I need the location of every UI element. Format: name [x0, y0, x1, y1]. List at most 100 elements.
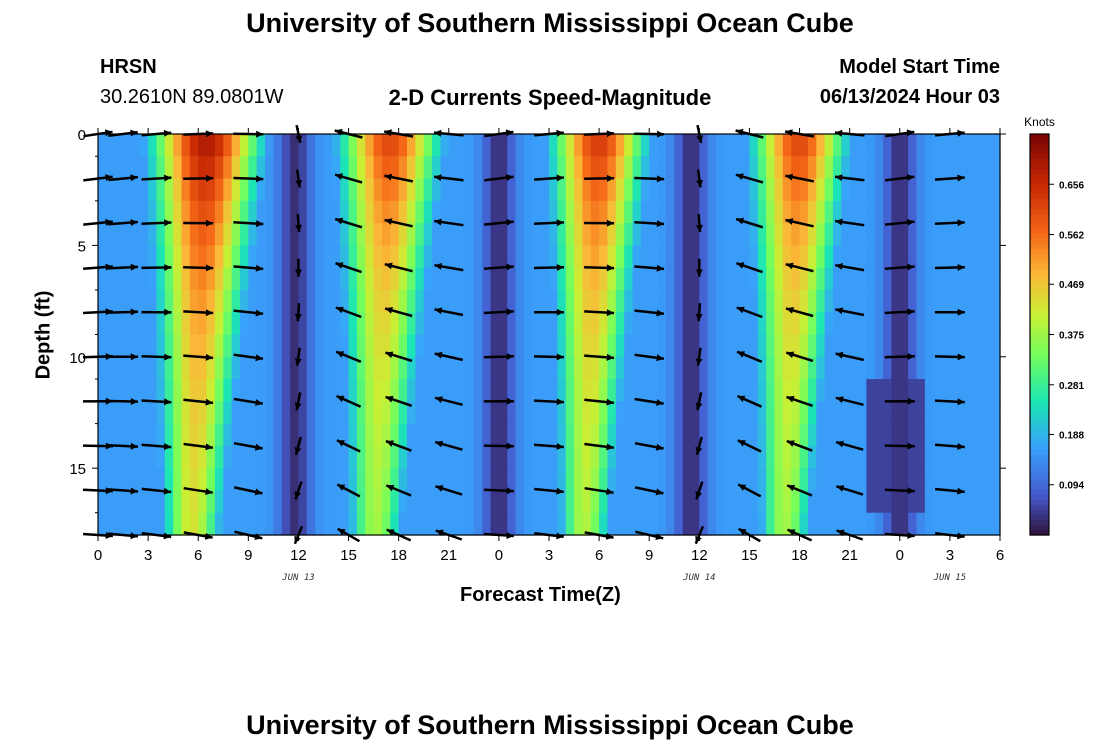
heatmap-cell	[465, 178, 475, 202]
heatmap-cell	[858, 156, 867, 180]
heatmap-cell	[323, 245, 333, 269]
heatmap-cell	[198, 312, 208, 336]
heatmap-cell	[883, 334, 893, 358]
heatmap-cell	[874, 267, 884, 291]
heatmap-cell	[114, 289, 124, 313]
heatmap-cell	[381, 134, 391, 157]
heatmap-cell	[791, 490, 801, 514]
heatmap-cell	[482, 356, 492, 380]
vector-head	[957, 398, 965, 406]
heatmap-cell	[774, 200, 784, 224]
colorbar-segment	[1030, 164, 1049, 170]
heatmap-cell	[983, 445, 993, 469]
heatmap-cell	[465, 356, 475, 380]
heatmap-cell	[958, 334, 968, 358]
heatmap-cell	[306, 245, 316, 269]
heatmap-cell	[791, 134, 801, 157]
colorbar-segment	[1030, 254, 1049, 260]
heatmap-cell	[490, 156, 500, 180]
heatmap-cell	[716, 289, 725, 313]
heatmap-cell	[148, 423, 158, 447]
heatmap-cell	[699, 178, 709, 202]
heatmap-cell	[507, 356, 517, 380]
colorbar-segment	[1030, 344, 1049, 351]
heatmap-cell	[866, 423, 876, 447]
heatmap-cell	[507, 245, 517, 269]
heatmap-cell	[231, 512, 241, 536]
heatmap-cell	[741, 178, 751, 202]
heatmap-cell	[206, 134, 216, 157]
heatmap-cell	[223, 134, 233, 157]
heatmap-cell	[173, 490, 183, 514]
heatmap-cell	[106, 156, 116, 180]
heatmap-cell	[674, 401, 684, 425]
heatmap-cell	[331, 445, 341, 469]
heatmap-cell	[306, 334, 316, 358]
heatmap-cell	[649, 490, 659, 514]
heatmap-cell	[615, 490, 625, 514]
heatmap-cell	[924, 178, 934, 202]
heatmap-cell	[540, 401, 550, 425]
heatmap-cell	[565, 312, 575, 336]
heatmap-cell	[582, 245, 592, 269]
heatmap-cell	[640, 267, 650, 291]
vector-head	[385, 440, 394, 447]
heatmap-cell	[749, 156, 759, 180]
heatmap-cell	[899, 312, 909, 336]
vector-head	[130, 442, 138, 450]
heatmap-cell	[331, 490, 341, 514]
vector-head	[835, 218, 843, 226]
heatmap-cell	[749, 468, 759, 492]
heatmap-cell	[239, 379, 249, 402]
heatmap-cell	[173, 289, 183, 313]
colorbar-segment	[1030, 504, 1049, 511]
heatmap-cell	[189, 468, 199, 492]
heatmap-cell	[640, 423, 650, 447]
heatmap-cell	[407, 512, 416, 536]
heatmap-cell	[974, 200, 984, 224]
heatmap-cell	[966, 379, 976, 402]
heatmap-cell	[532, 468, 542, 492]
heatmap-cell	[549, 356, 558, 380]
heatmap-cell	[883, 401, 893, 425]
heatmap-cell	[599, 245, 609, 269]
heatmap-cell	[716, 445, 725, 469]
heatmap-cell	[891, 379, 901, 402]
heatmap-cell	[774, 178, 784, 202]
colorbar-segment	[1030, 319, 1049, 326]
colorbar-segment	[1030, 139, 1049, 145]
heatmap-cell	[181, 134, 191, 157]
heatmap-cell	[473, 178, 483, 202]
heatmap-cell	[991, 356, 1001, 380]
heatmap-cell	[749, 223, 759, 246]
heatmap-cell	[214, 445, 224, 469]
vector-head	[695, 446, 703, 455]
heatmap-cell	[532, 379, 542, 402]
heatmap-cell	[198, 512, 208, 536]
heatmap-cell	[849, 468, 859, 492]
heatmap-cell	[983, 312, 993, 336]
heatmap-cell	[741, 200, 751, 224]
colorbar-segment	[1030, 419, 1049, 426]
heatmap-cell	[407, 401, 416, 425]
heatmap-cell	[214, 267, 224, 291]
heatmap-cell	[131, 267, 141, 291]
x-tick-label: 0	[896, 547, 904, 564]
heatmap-cell	[632, 423, 642, 447]
heatmap-cell	[290, 312, 300, 336]
heatmap-cell	[724, 490, 734, 514]
heatmap-cell	[231, 468, 241, 492]
heatmap-cell	[640, 223, 650, 246]
colorbar-segment	[1030, 424, 1049, 431]
heatmap-cell	[482, 490, 492, 514]
heatmap-cell	[908, 312, 918, 336]
heatmap-cell	[490, 490, 500, 514]
heatmap-cell	[891, 156, 901, 180]
heatmap-cell	[106, 334, 116, 358]
heatmap-cell	[123, 312, 133, 336]
heatmap-cell	[774, 223, 784, 246]
vector-head	[295, 269, 302, 277]
colorbar-segment	[1030, 429, 1049, 436]
heatmap-cell	[482, 334, 492, 358]
